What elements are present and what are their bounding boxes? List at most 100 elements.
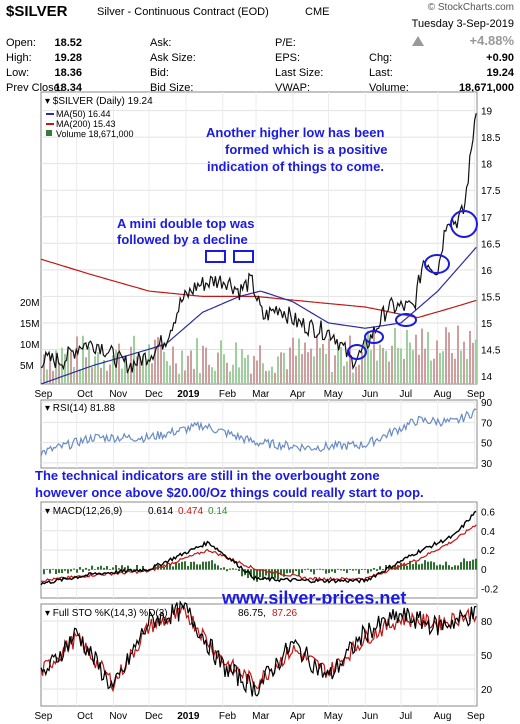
macd-histogram-bar [418,564,420,570]
macd-histogram-bar [334,569,336,573]
macd-histogram-bar [205,561,207,570]
volume-bar [52,370,54,384]
macd-histogram-bar [340,569,342,571]
macd-histogram-bar [100,565,102,570]
macd-histogram-bar [82,569,84,573]
macd-histogram-bar [184,561,186,570]
volume-bar [184,370,186,384]
macd-histogram-bar [430,561,432,570]
volume-bar [121,368,123,384]
volume-bar [181,350,183,384]
y-tick-label: 90 [481,398,493,409]
macd-histogram-bar [313,569,315,575]
symbol: $SILVER [6,3,68,20]
volume-bar [274,372,276,384]
volume-tick-label: 5M [20,361,34,372]
macd-histogram-bar [379,566,381,570]
volume-bar [340,346,342,384]
volume-bar [193,368,195,384]
macd-histogram-bar [127,565,129,570]
macd-line [40,510,477,586]
annotation-double-top: followed by a decline [117,232,248,247]
macd-histogram-bar [286,569,288,574]
volume-bar [304,342,306,384]
rsi-line [40,408,477,457]
quote-label: Ask: [150,37,171,49]
x-tick-label: Aug [434,711,452,722]
price-panel: 14 14.5 15 15.5 16 16.5 17 17.5 18 18.5 19 5M 10M 15M… [20,91,501,385]
volume-bar [196,338,198,384]
x-tick-label: May [324,711,343,722]
macd-histogram-bar [316,569,318,570]
brand: © StockCharts.com [428,2,514,13]
x-tick-label: Apr [290,711,306,722]
y-tick-label: 16.5 [481,239,501,250]
macd-histogram-bar [124,567,126,570]
volume-bar [307,352,309,384]
legend-macd-signal: 0.474 [178,506,203,517]
volume-bar [64,354,66,384]
macd-histogram-bar [133,569,135,571]
volume-bar [334,355,336,384]
volume-bar [118,343,120,384]
macd-histogram-bar [460,562,462,570]
volume-bar [295,355,297,384]
macd-histogram-bar [232,568,234,570]
macd-histogram-bar [70,569,72,572]
macd-histogram-bar [166,563,168,570]
volume-bar [424,348,426,384]
instrument-name: Silver - Continuous Contract (EOD) [97,6,269,18]
volume-bar [187,355,189,384]
volume-bar [361,351,363,384]
volume-bar [418,354,420,384]
volume-bar [157,336,159,384]
double-top-box-1 [205,250,226,263]
volume-bar [376,360,378,384]
volume-bar [223,354,225,384]
macd-histogram-bar [346,569,348,574]
volume-bar [475,339,477,384]
volume-bar [49,356,51,384]
macd-histogram-bar [52,568,54,570]
macd-histogram-bar [43,569,45,575]
chart-header: $SILVER Silver - Continuous Contract (EO… [6,2,514,48]
macd-histogram-bar [427,561,429,570]
y-tick-label: 18 [481,160,493,171]
volume-bar [160,344,162,384]
higher-low-circle [450,210,478,238]
y-tick-label: 20 [481,685,493,696]
macd-histogram-bar [67,569,69,574]
volume-bar [331,371,333,384]
volume-bar [235,342,237,384]
annotation-marks [205,210,478,360]
volume-bar [178,373,180,384]
x-tick-label: Oct [77,389,93,400]
quote-value: 18.34 [54,82,82,94]
volume-bar [388,361,390,384]
y-tick-label: 70 [481,418,493,429]
macd-histogram-bar [421,563,423,570]
quote-label: P/E: [275,37,296,49]
volume-bar [394,327,396,384]
macd-histogram-bar [376,569,378,571]
volume-bar [343,365,345,384]
macd-histogram-bar [400,562,402,570]
volume-bar [457,325,459,384]
volume-bar [253,355,255,384]
volume-bar [265,370,267,384]
x-tick-label: Jun [362,389,378,400]
volume-bar [136,356,138,384]
macd-histogram-bar [217,565,219,570]
quote-label: Low: [6,67,29,79]
volume-bar [403,358,405,384]
volume-bar [139,356,141,384]
macd-histogram-bar [304,569,306,571]
macd-histogram-bar [58,569,60,573]
macd-histogram-bar [226,569,228,572]
macd-histogram-bar [229,568,231,570]
volume-bar [112,355,114,384]
volume-bar [76,336,78,384]
x-tick-label: Nov [109,389,127,400]
macd-histogram-bar [247,569,249,579]
legend-macd-value: 0.614 [148,506,173,517]
